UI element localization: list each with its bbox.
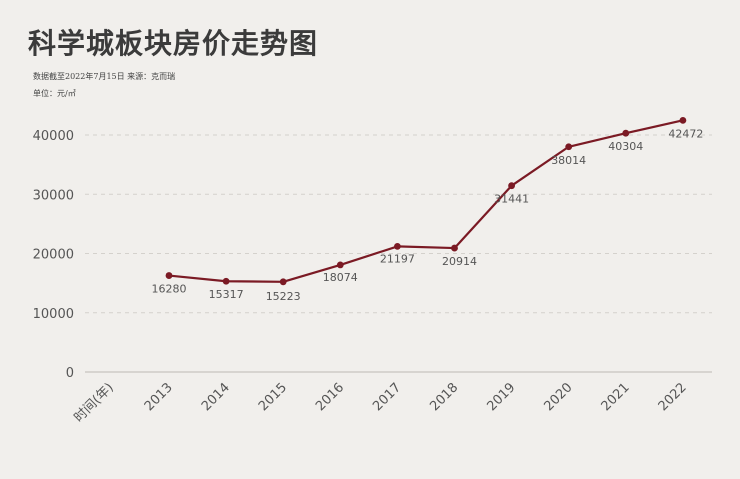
data-point: [565, 143, 573, 151]
data-point: [222, 277, 230, 285]
x-tick-label: 2015: [256, 380, 290, 414]
y-tick-label: 0: [66, 366, 74, 381]
chart-title: 科学城板块房价走势图: [28, 27, 319, 60]
x-tick-label: 2022: [656, 380, 690, 414]
data-label: 42472: [668, 127, 703, 140]
x-tick-label: 2020: [542, 380, 576, 414]
source-note: 数据截至2022年7月15日 来源：克而瑞: [33, 72, 176, 81]
x-axis-label: 时间(年): [71, 380, 116, 425]
data-label: 20914: [442, 255, 477, 268]
x-tick-label: 2021: [599, 380, 633, 414]
data-label: 15223: [266, 290, 301, 303]
data-point: [165, 272, 173, 279]
data-label: 16280: [152, 283, 187, 296]
y-tick-label: 10000: [33, 307, 74, 322]
data-label: 21197: [380, 252, 415, 265]
x-tick-label: 2018: [427, 380, 461, 414]
data-label: 40304: [608, 140, 643, 153]
x-tick-label: 2014: [199, 380, 233, 414]
data-point: [679, 116, 687, 124]
data-point: [622, 129, 630, 137]
unit-note: 单位：元/㎡: [33, 89, 76, 98]
x-tick-label: 2013: [142, 380, 176, 414]
x-tick-label: 2017: [370, 380, 404, 414]
data-label: 38014: [551, 154, 586, 167]
data-point: [508, 182, 515, 190]
data-point: [336, 261, 344, 269]
y-tick-label: 20000: [33, 248, 74, 263]
data-point: [394, 243, 401, 250]
data-point: [451, 244, 458, 252]
data-label: 15317: [209, 288, 244, 301]
series-line: [168, 119, 684, 283]
x-tick-label: 2016: [313, 380, 347, 414]
data-label: 18074: [323, 271, 358, 284]
y-tick-label: 40000: [33, 129, 74, 144]
x-tick-label: 2019: [484, 380, 518, 414]
data-label: 31441: [494, 193, 529, 206]
data-point: [279, 278, 287, 286]
y-tick-label: 30000: [33, 188, 74, 203]
